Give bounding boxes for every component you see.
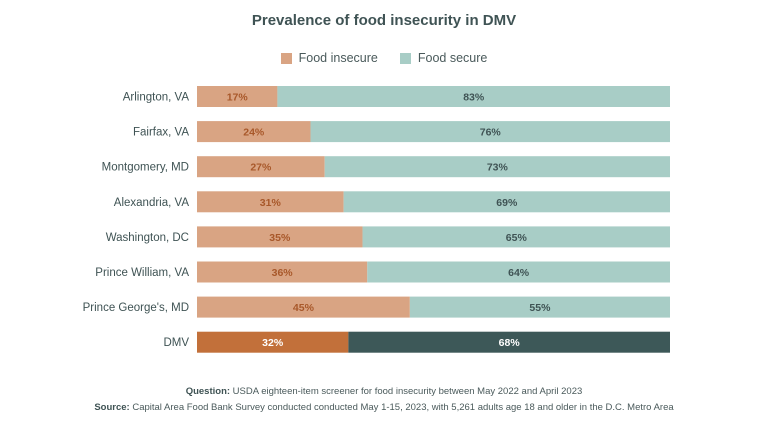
data-label-food-secure-alexandria-va: 69% (496, 197, 518, 209)
footer-question-text: USDA eighteen-item screener for food ins… (230, 386, 583, 397)
bar-food-secure-montgomery-md (324, 156, 670, 178)
legend-label-food-secure: Food secure (417, 51, 488, 65)
data-label-food-insecure-arlington-va: 17% (227, 92, 249, 104)
legend-item-food-secure: Food secure (399, 51, 488, 65)
category-label-prince-george-s-md: Prince George's, MD (83, 302, 189, 314)
footer-question: Question: USDA eighteen-item screener fo… (0, 386, 768, 397)
bar-food-secure-arlington-va (277, 86, 670, 107)
bar-food-secure-alexandria-va (343, 191, 670, 213)
category-label-prince-william-va: Prince William, VA (95, 267, 189, 279)
category-label-arlington-va: Arlington, VA (123, 92, 190, 104)
bar-food-insecure-alexandria-va (197, 191, 344, 213)
footer-question-label: Question: (185, 386, 231, 397)
data-label-food-secure-arlington-va: 83% (463, 92, 485, 104)
data-label-food-insecure-prince-william-va: 36% (272, 267, 294, 279)
category-label-washington-dc: Washington, DC (106, 232, 189, 244)
data-label-food-insecure-alexandria-va: 31% (260, 197, 282, 209)
bar-food-insecure-prince-william-va (197, 261, 368, 283)
legend-label-food-insecure: Food insecure (298, 51, 378, 65)
footer-source-label: Source: (94, 402, 130, 413)
legend-swatch-food-secure (399, 52, 411, 64)
bar-food-insecure-washington-dc (197, 226, 363, 248)
bar-food-insecure-montgomery-md (197, 156, 325, 178)
data-label-food-insecure-dmv: 32% (262, 337, 284, 349)
category-label-alexandria-va: Alexandria, VA (114, 197, 190, 209)
bar-food-secure-dmv (348, 331, 670, 353)
data-label-food-secure-dmv: 68% (499, 337, 521, 349)
data-label-food-insecure-prince-george-s-md: 45% (293, 302, 315, 314)
bar-food-secure-prince-george-s-md (409, 296, 670, 318)
legend-swatch-food-insecure (280, 52, 292, 64)
data-label-food-secure-fairfax-va: 76% (480, 127, 502, 139)
data-label-food-insecure-washington-dc: 35% (269, 232, 291, 244)
footer-source: Source: Capital Area Food Bank Survey co… (0, 402, 768, 413)
bar-food-secure-fairfax-va (310, 121, 670, 143)
chart-legend: Food insecure Food secure (0, 51, 768, 65)
data-label-food-secure-washington-dc: 65% (506, 232, 528, 244)
data-label-food-secure-montgomery-md: 73% (487, 162, 509, 174)
bar-food-secure-washington-dc (362, 226, 670, 248)
category-label-montgomery-md: Montgomery, MD (102, 162, 189, 174)
bar-food-insecure-prince-george-s-md (197, 296, 410, 318)
footer-source-text: Capital Area Food Bank Survey conducted … (129, 402, 674, 413)
data-label-food-insecure-fairfax-va: 24% (243, 127, 265, 139)
bar-food-insecure-fairfax-va (197, 121, 311, 143)
data-label-food-secure-prince-george-s-md: 55% (529, 302, 551, 314)
data-label-food-insecure-montgomery-md: 27% (250, 162, 272, 174)
bar-food-insecure-dmv (197, 331, 349, 353)
bar-food-insecure-arlington-va (197, 86, 278, 107)
category-label-fairfax-va: Fairfax, VA (133, 127, 189, 139)
category-label-dmv: DMV (163, 337, 189, 349)
bar-food-secure-prince-william-va (367, 261, 670, 283)
chart-title: Prevalence of food insecurity in DMV (251, 12, 517, 29)
data-label-food-secure-prince-william-va: 64% (508, 267, 530, 279)
legend-item-food-insecure: Food insecure (280, 51, 378, 65)
